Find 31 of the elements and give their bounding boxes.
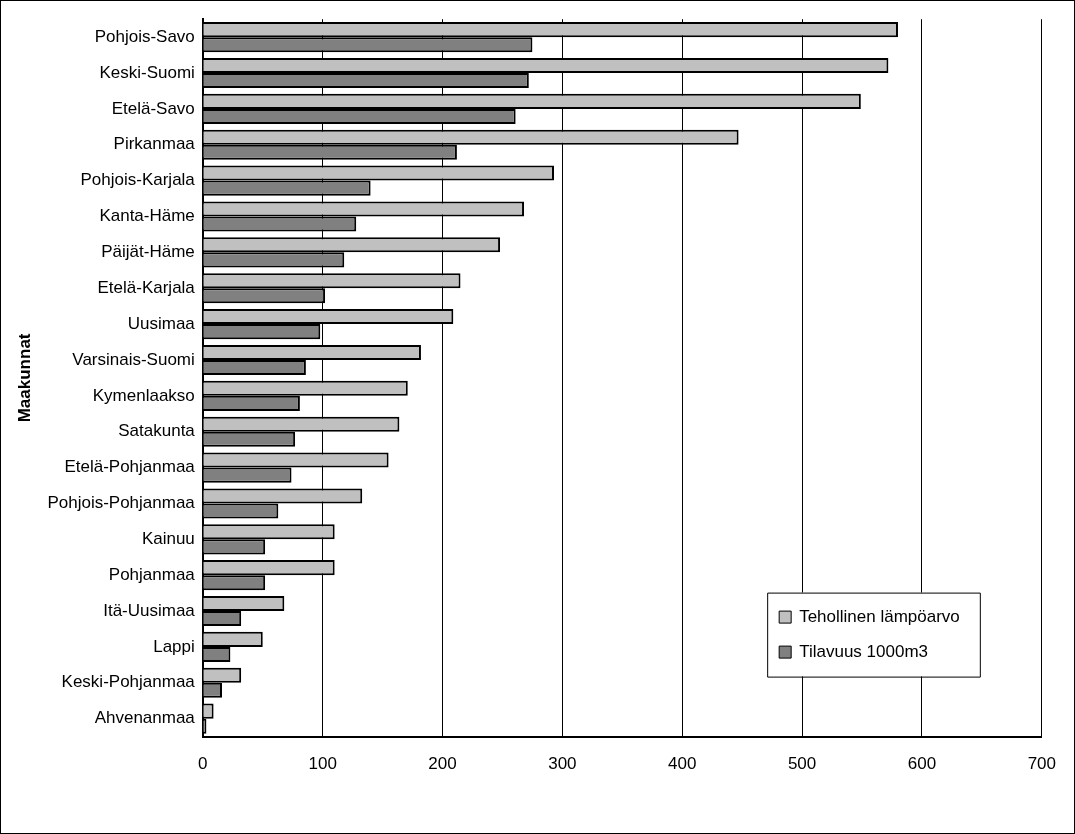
y-tick-label: Etelä-Karjala bbox=[97, 277, 196, 297]
y-tick-label: Itä-Uusimaa bbox=[103, 600, 196, 620]
legend-label: Tehollinen lämpöarvo bbox=[799, 606, 960, 626]
x-tick-label: 0 bbox=[198, 754, 208, 774]
x-tick-label: 100 bbox=[308, 754, 337, 774]
x-tick-label: 700 bbox=[1027, 754, 1057, 774]
y-tick-label: Ahvenanmaa bbox=[94, 708, 196, 728]
y-tick-label: Pohjois-Karjala bbox=[80, 170, 196, 190]
x-tick-label: 300 bbox=[548, 754, 577, 774]
legend-label: Tilavuus 1000m3 bbox=[799, 641, 928, 661]
y-tick-label: Satakunta bbox=[118, 421, 196, 441]
y-tick-label: Etelä-Pohjanmaa bbox=[64, 457, 196, 477]
y-tick-label: Kymenlaakso bbox=[92, 385, 195, 405]
y-tick-label: Varsinais-Suomi bbox=[72, 349, 195, 369]
y-tick-label: Pohjois-Pohjanmaa bbox=[47, 493, 196, 513]
y-tick-label: Keski-Pohjanmaa bbox=[61, 672, 196, 692]
x-tick-label: 400 bbox=[668, 754, 697, 774]
x-tick-label: 500 bbox=[787, 754, 817, 774]
y-tick-label: Kanta-Häme bbox=[99, 206, 195, 226]
y-tick-label: Pirkanmaa bbox=[113, 134, 196, 154]
y-tick-label: Pohjois-Savo bbox=[94, 26, 195, 46]
y-tick-label: Etelä-Savo bbox=[111, 98, 195, 118]
y-tick-label: Lappi bbox=[153, 636, 195, 656]
y-tick-label: Päijät-Häme bbox=[101, 242, 195, 262]
y-tick-label: Kainuu bbox=[141, 529, 195, 548]
y-tick-label: Keski-Suomi bbox=[99, 62, 195, 82]
y-tick-label: Pohjanmaa bbox=[108, 564, 196, 584]
y-axis-title: Maakunnat bbox=[14, 333, 34, 423]
x-tick-label: 200 bbox=[428, 754, 457, 774]
x-tick-label: 600 bbox=[907, 754, 937, 774]
y-tick-label: Uusimaa bbox=[127, 313, 196, 333]
